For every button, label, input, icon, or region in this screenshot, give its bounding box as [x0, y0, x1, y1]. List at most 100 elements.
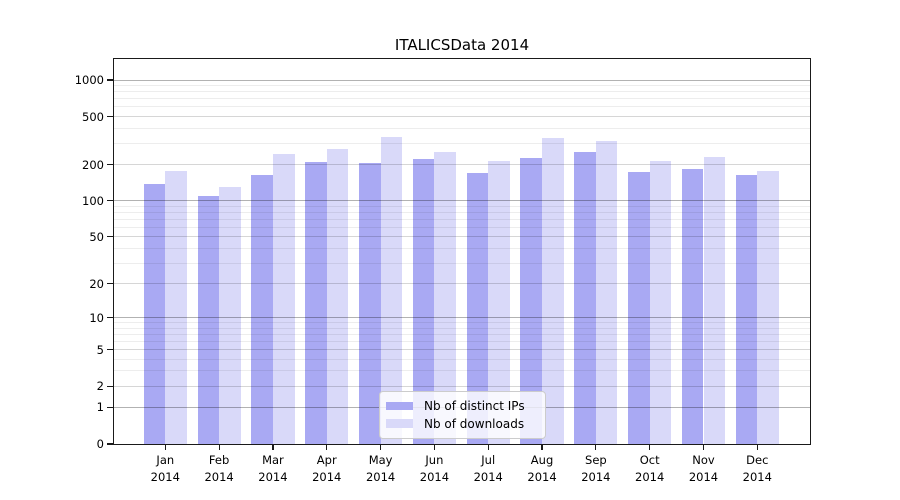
gridline-y-400: [114, 127, 810, 129]
bar-mar-nb-of-downloads: [272, 153, 295, 445]
gridline-y-2: [114, 385, 810, 387]
y-tick-2: [106, 385, 113, 387]
x-tick-jun: [433, 444, 435, 450]
bar-nov-nb-of-distinct-ips: [681, 168, 704, 445]
y-tick-label-20: 20: [89, 276, 104, 291]
bar-aug-nb-of-distinct-ips: [520, 157, 543, 445]
bar-may-nb-of-distinct-ips: [358, 163, 381, 445]
legend-label-downloads: Nb of downloads: [424, 416, 525, 431]
x-tick-label-aug: Aug 2014: [527, 453, 557, 484]
bar-jan-nb-of-downloads: [165, 170, 187, 445]
x-tick-label-jul: Jul 2014: [473, 453, 503, 484]
y-tick-50: [106, 236, 113, 238]
x-tick-label-jan: Jan 2014: [150, 453, 180, 484]
legend-swatch-downloads: [386, 419, 413, 428]
y-tick-label-1: 1: [96, 400, 104, 415]
x-tick-apr: [326, 444, 328, 450]
gridline-y-7: [114, 333, 810, 335]
gridline-y-600: [114, 106, 810, 108]
y-tick-label-200: 200: [82, 157, 104, 172]
bar-feb-nb-of-distinct-ips: [197, 195, 220, 445]
bar-apr-nb-of-downloads: [326, 148, 349, 445]
x-tick-mar: [272, 444, 274, 450]
gridline-y-1000: [114, 79, 810, 81]
legend-item-downloads: Nb of downloads: [380, 415, 545, 432]
x-tick-sep: [595, 444, 597, 450]
x-tick-aug: [541, 444, 543, 450]
x-tick-jul: [487, 444, 489, 450]
bar-sep-nb-of-downloads: [595, 140, 618, 445]
y-tick-20: [106, 283, 113, 285]
bar-sep-nb-of-distinct-ips: [574, 152, 596, 445]
y-tick-label-10: 10: [89, 310, 104, 325]
gridline-y-60: [114, 226, 810, 228]
legend-label-distinct-ips: Nb of distinct IPs: [424, 399, 525, 414]
x-tick-oct: [649, 444, 651, 450]
y-tick-500: [106, 115, 113, 118]
x-tick-label-mar: Mar 2014: [258, 453, 288, 484]
gridline-y-5: [114, 349, 810, 351]
gridline-y-50: [114, 236, 810, 238]
y-tick-100: [106, 200, 113, 202]
y-tick-10: [106, 317, 113, 319]
x-tick-label-feb: Feb 2014: [204, 453, 234, 484]
gridline-y-20: [114, 283, 810, 285]
x-tick-jan: [164, 444, 166, 450]
y-tick-label-5: 5: [96, 342, 104, 357]
x-tick-feb: [218, 444, 220, 450]
gridline-y-300: [114, 142, 810, 144]
gridline-y-80: [114, 212, 810, 213]
y-tick-0: [106, 443, 113, 445]
gridline-y-500: [114, 116, 810, 117]
gridline-y-900: [114, 85, 810, 87]
x-tick-label-oct: Oct 2014: [635, 453, 665, 484]
x-tick-label-nov: Nov 2014: [688, 453, 719, 484]
gridline-y-3: [114, 370, 810, 372]
bar-nov-nb-of-downloads: [703, 157, 726, 445]
gridline-y-30: [114, 262, 810, 264]
bar-oct-nb-of-downloads: [649, 160, 672, 445]
legend-item-distinct-ips: Nb of distinct IPs: [380, 398, 545, 415]
bar-jun-nb-of-downloads: [434, 151, 456, 445]
y-tick-label-50: 50: [89, 229, 104, 244]
bar-oct-nb-of-distinct-ips: [628, 172, 650, 445]
x-tick-nov: [702, 444, 705, 450]
bar-jan-nb-of-distinct-ips: [143, 184, 166, 445]
gridline-y-70: [114, 218, 810, 220]
chart-title: ITALICSData 2014: [394, 36, 530, 54]
x-tick-label-may: May 2014: [365, 453, 396, 484]
gridline-y-100: [114, 200, 810, 202]
bar-feb-nb-of-downloads: [219, 187, 241, 445]
y-tick-5: [106, 349, 113, 351]
bar-apr-nb-of-distinct-ips: [305, 162, 327, 445]
gridline-y-800: [114, 91, 810, 93]
y-tick-200: [106, 164, 113, 166]
bar-jul-nb-of-distinct-ips: [466, 172, 489, 445]
legend: Nb of distinct IPs Nb of downloads: [379, 390, 546, 439]
y-tick-label-500: 500: [82, 109, 104, 124]
legend-swatch-distinct-ips: [386, 401, 413, 411]
gridline-y-9: [114, 322, 810, 324]
x-tick-label-apr: Apr 2014: [312, 453, 342, 484]
bar-jul-nb-of-downloads: [488, 160, 510, 445]
gridline-y-700: [114, 98, 810, 100]
bar-dec-nb-of-downloads: [757, 170, 779, 445]
x-tick-dec: [756, 444, 758, 450]
bar-aug-nb-of-downloads: [542, 138, 564, 445]
y-tick-label-2: 2: [96, 379, 104, 394]
x-tick-may: [379, 444, 382, 450]
gridline-y-6: [114, 340, 810, 342]
x-tick-label-jun: Jun 2014: [419, 453, 450, 484]
bar-may-nb-of-downloads: [380, 136, 403, 445]
gridline-y-10: [114, 317, 810, 319]
gridline-y-4: [114, 358, 810, 360]
bar-mar-nb-of-distinct-ips: [251, 174, 273, 445]
bar-jun-nb-of-distinct-ips: [412, 158, 435, 445]
x-tick-label-sep: Sep 2014: [581, 453, 611, 484]
y-tick-label-100: 100: [82, 193, 104, 208]
gridline-y-90: [114, 205, 810, 207]
y-tick-label-0: 0: [96, 437, 104, 451]
y-tick-label-1000: 1000: [74, 73, 104, 88]
gridline-y-8: [114, 327, 810, 329]
